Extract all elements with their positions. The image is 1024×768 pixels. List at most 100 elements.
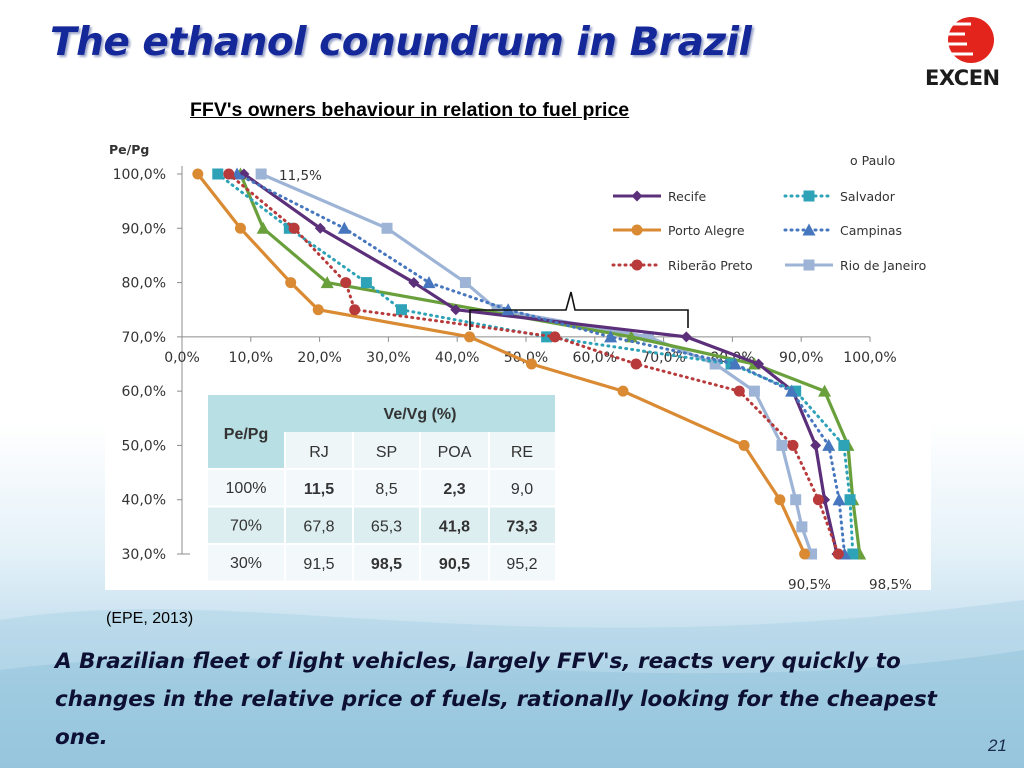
legend-partial-label: o Paulo bbox=[850, 153, 895, 168]
data-point-recife bbox=[314, 222, 326, 234]
bracket-callout bbox=[469, 291, 689, 330]
data-point-riber-o-preto bbox=[630, 358, 642, 370]
x-tick-label: 100,0% bbox=[843, 350, 896, 366]
legend-marker bbox=[803, 190, 815, 202]
source-citation: (EPE, 2013) bbox=[106, 610, 194, 627]
x-tick-label: 30,0% bbox=[366, 350, 410, 366]
data-point-riber-o-preto bbox=[549, 331, 561, 343]
data-point-campinas bbox=[422, 276, 436, 289]
bottom-statement: A Brazilian fleet of light vehicles, lar… bbox=[55, 649, 937, 750]
y-tick-label: 50,0% bbox=[122, 438, 166, 454]
y-tick-label: 70,0% bbox=[122, 330, 166, 346]
table-column-header: RE bbox=[511, 444, 533, 461]
legend-marker bbox=[631, 224, 643, 236]
data-point-campinas bbox=[832, 493, 846, 506]
data-point-rio-de-janeiro bbox=[790, 494, 802, 506]
table-header-bg bbox=[208, 395, 555, 432]
data-point-salvador bbox=[847, 548, 859, 560]
data-point-campinas bbox=[728, 357, 742, 370]
table-column-header: SP bbox=[376, 444, 397, 461]
data-point-rio-de-janeiro bbox=[709, 358, 721, 370]
data-point-riber-o-preto bbox=[223, 168, 235, 180]
data-point-porto-alegre bbox=[312, 304, 324, 316]
table-cell: 95,2 bbox=[506, 556, 537, 573]
data-point-porto-alegre bbox=[617, 385, 629, 397]
x-tick-label: 0,0% bbox=[164, 350, 200, 366]
y-tick-label: 60,0% bbox=[122, 384, 166, 400]
legend-label: Salvador bbox=[840, 189, 896, 204]
data-point-recife bbox=[753, 358, 765, 370]
table-row-bg bbox=[208, 469, 555, 507]
data-point-riber-o-preto bbox=[288, 222, 300, 234]
x-tick-label: 70,0% bbox=[641, 350, 685, 366]
data-point-porto-alegre bbox=[234, 222, 246, 234]
data-point-recife bbox=[810, 439, 822, 451]
table-cell: 98,5 bbox=[371, 556, 402, 573]
x-tick-label: 40,0% bbox=[435, 350, 479, 366]
legend-marker bbox=[802, 223, 816, 236]
table-cell: 67,8 bbox=[303, 519, 334, 536]
data-point-salvador bbox=[790, 385, 802, 397]
annotation-label: 11,5% bbox=[279, 168, 322, 184]
table-cell: 11,5 bbox=[304, 481, 334, 498]
table-row-bg bbox=[208, 544, 555, 582]
legend-marker bbox=[803, 259, 815, 271]
data-point-riber-o-preto bbox=[832, 548, 844, 560]
data-point-porto-alegre bbox=[464, 331, 476, 343]
table-group-header: Ve/Vg (%) bbox=[384, 406, 457, 423]
y-tick-label: 90,0% bbox=[122, 221, 166, 237]
data-point-salvador bbox=[844, 494, 856, 506]
series-line-porto-alegre bbox=[196, 173, 807, 555]
table-cell: 9,0 bbox=[511, 481, 533, 498]
line-chart: 100,0% 90,0% 80,0% 70,0% 60,0% 50,0% 40,0% 30,0… bbox=[109, 142, 926, 590]
table-row-header: Pe/Pg bbox=[224, 426, 268, 443]
table-rowheader-bg bbox=[208, 432, 285, 469]
data-point-riber-o-preto bbox=[349, 304, 361, 316]
legend-label: Rio de Janeiro bbox=[840, 258, 926, 273]
data-point-salvador bbox=[838, 439, 850, 451]
x-tick-label: 10,0% bbox=[229, 350, 273, 366]
data-point-salvador bbox=[212, 168, 224, 180]
data-point-porto-alegre bbox=[738, 439, 750, 451]
table-column-header: RJ bbox=[309, 444, 329, 461]
table-cell: 8,5 bbox=[375, 481, 397, 498]
table-column-header: POA bbox=[438, 444, 472, 461]
data-point-sao-paulo bbox=[624, 330, 638, 343]
data-point-recife bbox=[408, 277, 420, 289]
data-point-rio-de-janeiro bbox=[806, 548, 818, 560]
series-line-salvador bbox=[216, 172, 855, 556]
y-axis-title: Pe/Pg bbox=[109, 142, 149, 157]
data-point-sao-paulo bbox=[818, 384, 832, 397]
table-cell: 73,3 bbox=[506, 519, 537, 536]
data-point-salvador bbox=[395, 304, 407, 316]
table-cell: 2,3 bbox=[443, 481, 465, 498]
y-tick-label: 100,0% bbox=[113, 167, 166, 183]
data-point-porto-alegre bbox=[192, 168, 204, 180]
data-point-riber-o-preto bbox=[340, 277, 352, 289]
table-cell: 41,8 bbox=[439, 519, 470, 536]
data-point-recife bbox=[450, 304, 462, 316]
data-point-porto-alegre bbox=[526, 358, 538, 370]
chart-header-panel bbox=[172, 88, 848, 134]
x-tick-label: 60,0% bbox=[573, 350, 617, 366]
data-point-riber-o-preto bbox=[733, 385, 745, 397]
data-point-campinas bbox=[822, 438, 836, 451]
series-line-recife bbox=[242, 172, 839, 555]
series-line-campinas bbox=[235, 172, 847, 556]
table-row-bg bbox=[208, 506, 555, 544]
legend-label: Recife bbox=[668, 189, 707, 204]
data-point-rio-de-janeiro bbox=[796, 521, 808, 533]
data-point-rio-de-janeiro bbox=[459, 277, 471, 289]
legend-label: Porto Alegre bbox=[668, 223, 745, 238]
data-point-rio-de-janeiro bbox=[255, 168, 267, 180]
y-tick-label: 30,0% bbox=[122, 547, 166, 563]
data-point-recife bbox=[680, 331, 692, 343]
data-point-porto-alegre bbox=[774, 494, 786, 506]
x-tick-label: 20,0% bbox=[297, 350, 341, 366]
legend-marker bbox=[631, 190, 643, 202]
annotation-label: 98,5% bbox=[869, 577, 912, 590]
data-point-sao-paulo bbox=[256, 221, 270, 234]
x-tick-label: 90,0% bbox=[779, 350, 823, 366]
data-point-riber-o-preto bbox=[812, 494, 824, 506]
excen-logo bbox=[935, 17, 994, 63]
